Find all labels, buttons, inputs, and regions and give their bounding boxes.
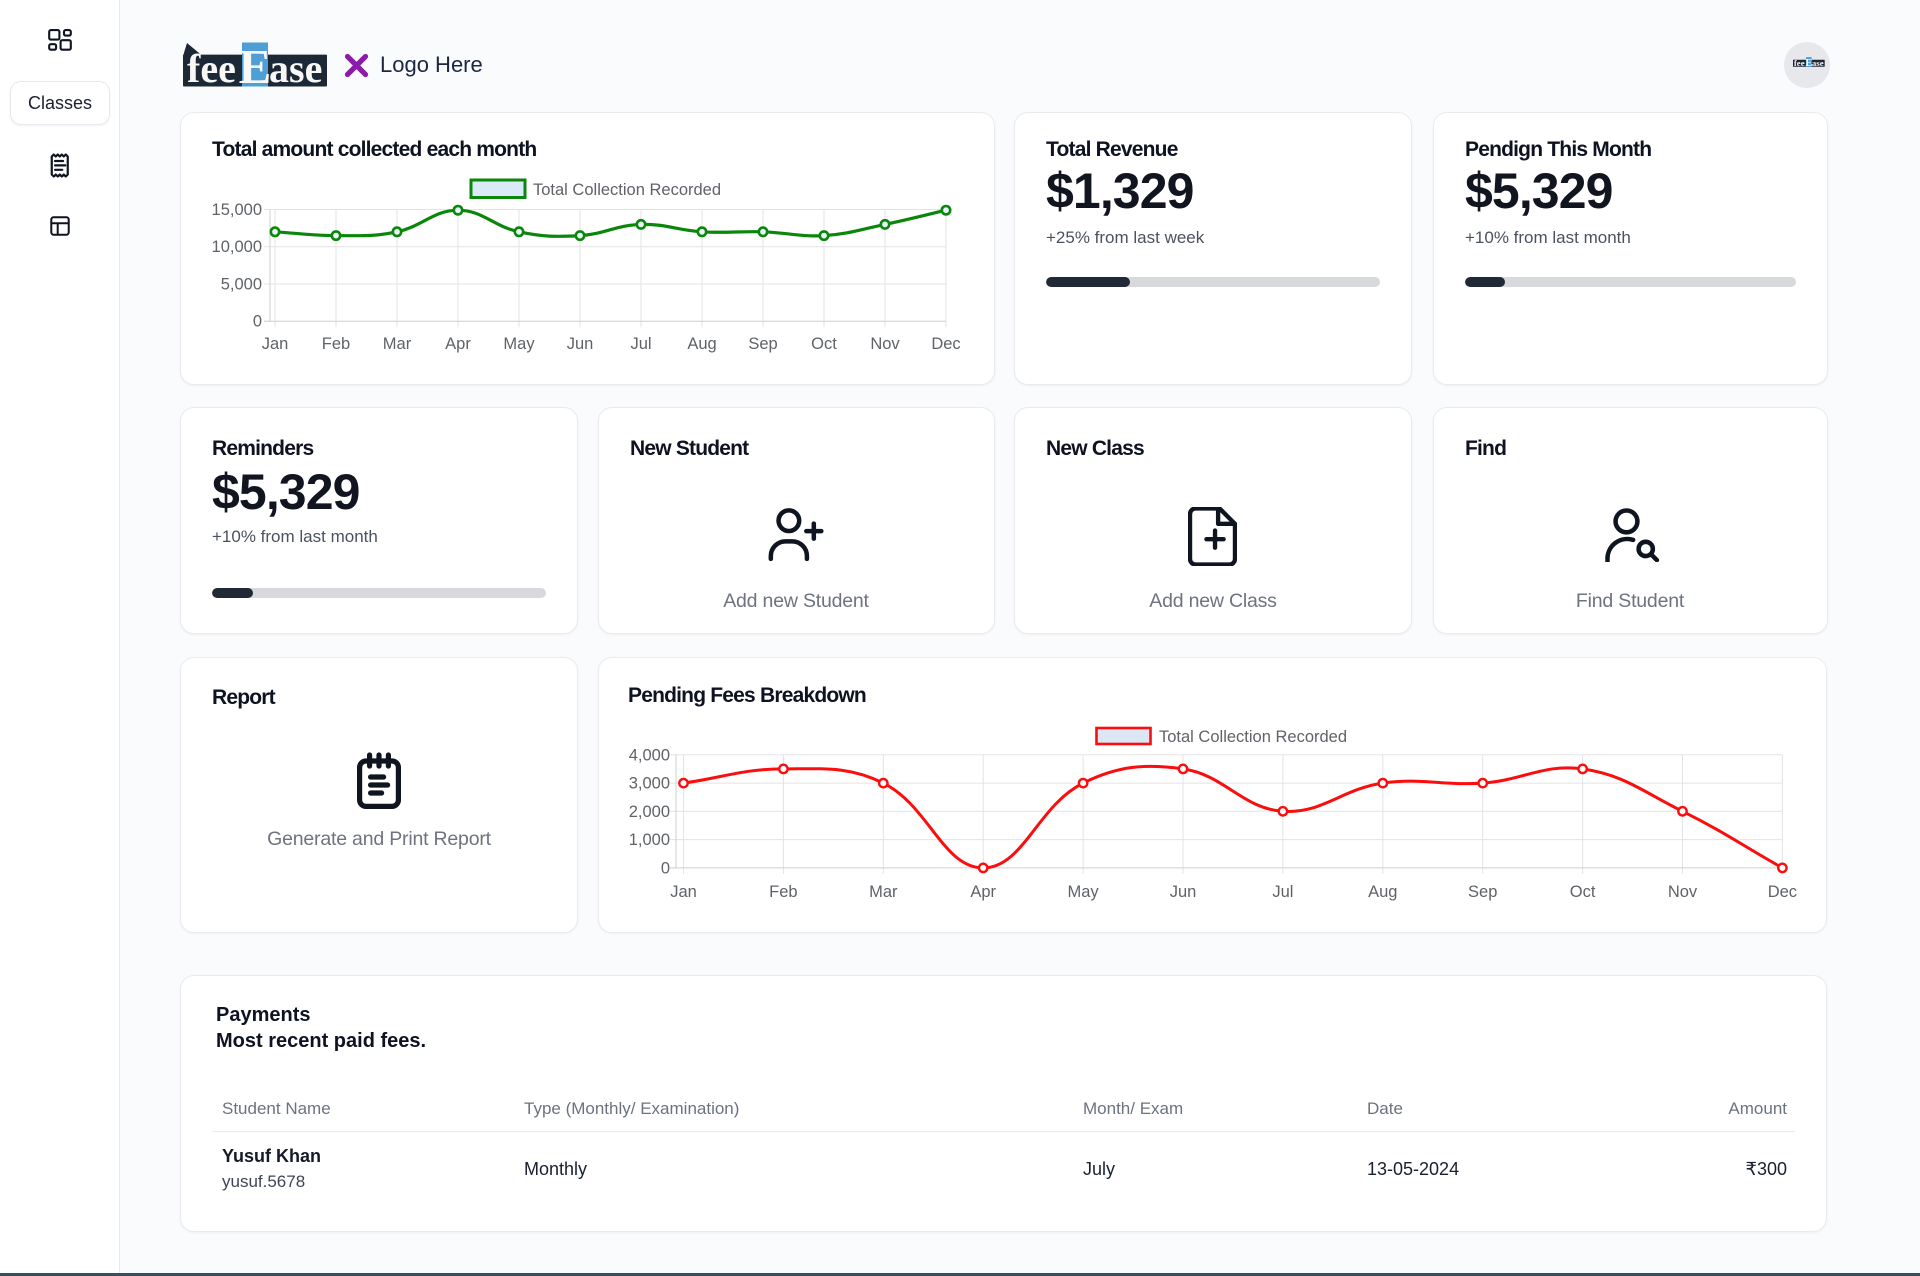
svg-text:Aug: Aug [1368,883,1397,901]
svg-text:Mar: Mar [383,335,412,353]
svg-text:Jun: Jun [567,335,594,353]
svg-text:Jan: Jan [670,883,697,901]
svg-text:Dec: Dec [931,335,960,353]
svg-text:Apr: Apr [445,335,471,353]
svg-text:Nov: Nov [870,335,900,353]
svg-text:5,000: 5,000 [221,276,262,294]
svg-text:Jul: Jul [630,335,651,353]
svg-text:15,000: 15,000 [212,201,262,219]
svg-text:fee: fee [1793,57,1804,66]
svg-text:Sep: Sep [1468,883,1497,901]
svg-text:ase: ase [1811,57,1823,66]
svg-text:Mar: Mar [869,883,898,901]
svg-text:4,000: 4,000 [629,746,670,764]
svg-text:3,000: 3,000 [629,775,670,793]
svg-text:fee: fee [187,46,236,88]
svg-text:E: E [1805,57,1812,67]
svg-text:May: May [503,335,535,353]
svg-text:2,000: 2,000 [629,803,670,821]
svg-text:0: 0 [253,313,262,331]
svg-text:Total Collection Recorded: Total Collection Recorded [1159,728,1347,746]
svg-text:Jan: Jan [262,335,289,353]
svg-text:Feb: Feb [769,883,797,901]
svg-text:Apr: Apr [970,883,996,901]
svg-text:Jun: Jun [1170,883,1197,901]
svg-text:Sep: Sep [748,335,777,353]
svg-text:E: E [239,42,272,88]
svg-text:Oct: Oct [811,335,837,353]
svg-text:0: 0 [661,859,670,877]
svg-text:ase: ase [269,46,322,88]
svg-text:Dec: Dec [1768,883,1797,901]
svg-text:Aug: Aug [687,335,716,353]
svg-text:Total Collection Recorded: Total Collection Recorded [533,181,721,199]
svg-text:10,000: 10,000 [212,238,262,256]
svg-text:Nov: Nov [1668,883,1698,901]
svg-text:Jul: Jul [1272,883,1293,901]
svg-text:1,000: 1,000 [629,831,670,849]
svg-text:Oct: Oct [1570,883,1596,901]
svg-text:Feb: Feb [322,335,350,353]
svg-text:May: May [1068,883,1100,901]
